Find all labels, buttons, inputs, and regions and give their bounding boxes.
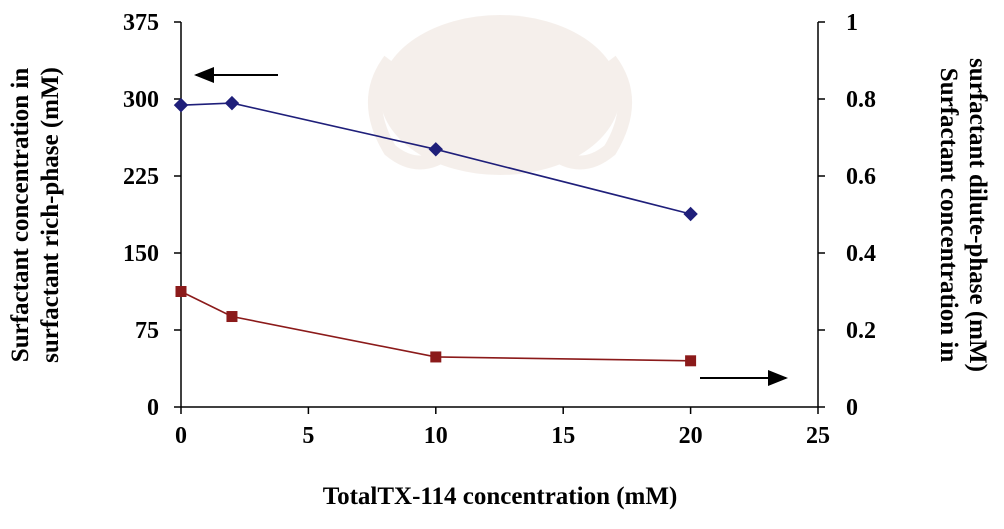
left-axis-title: Surfactant concentration in surfactant r… xyxy=(7,67,64,363)
x-tick-label: 10 xyxy=(424,423,448,449)
left-axis-title-line-1: Surfactant concentration in xyxy=(7,68,34,363)
y-right-tick-label: 0.4 xyxy=(846,241,876,267)
x-tick-label: 5 xyxy=(302,423,314,449)
y-right-tick-label: 0.8 xyxy=(846,87,876,113)
series-2-point xyxy=(430,351,442,363)
series-2-point xyxy=(226,311,238,323)
x-tick-label: 25 xyxy=(806,423,830,449)
series-1-point xyxy=(683,206,698,222)
series-1-point xyxy=(173,97,189,113)
y-left-tick-label: 150 xyxy=(123,241,159,267)
y-right-tick-label: 1 xyxy=(846,10,858,36)
y-right-tick-label: 0.2 xyxy=(846,318,876,344)
y-left-tick-label: 75 xyxy=(135,318,159,344)
right-axis-title: Surfactant concentration in surfactant d… xyxy=(935,58,991,372)
y-left-tick-label: 375 xyxy=(123,10,159,36)
series-1-line xyxy=(180,102,691,215)
series-2-point xyxy=(685,355,697,367)
y-left-tick-label: 225 xyxy=(123,164,159,190)
y-right-tick-label: 0 xyxy=(846,395,858,421)
x-tick-label: 0 xyxy=(175,423,187,449)
x-tick-label: 20 xyxy=(679,423,703,449)
watermark-emblem xyxy=(368,15,632,175)
series-1-point xyxy=(428,142,444,157)
y-left-tick-label: 300 xyxy=(123,87,159,113)
series-1-point xyxy=(224,95,240,111)
y-left-tick-label: 0 xyxy=(147,395,159,421)
x-tick-label: 15 xyxy=(551,423,575,449)
series-2-line xyxy=(180,290,691,362)
series-2-point xyxy=(175,286,187,297)
y-right-tick-label: 0.6 xyxy=(846,164,876,190)
left-axis-title-line-2: surfactant rich-phase (mM) xyxy=(37,67,64,363)
right-axis-title-line-2: surfactant dilute-phase (mM) xyxy=(964,58,991,372)
x-axis-title: TotalTX-114 concentration (mM) xyxy=(323,483,678,510)
right-axis-title-line-1: Surfactant concentration in xyxy=(935,68,962,363)
